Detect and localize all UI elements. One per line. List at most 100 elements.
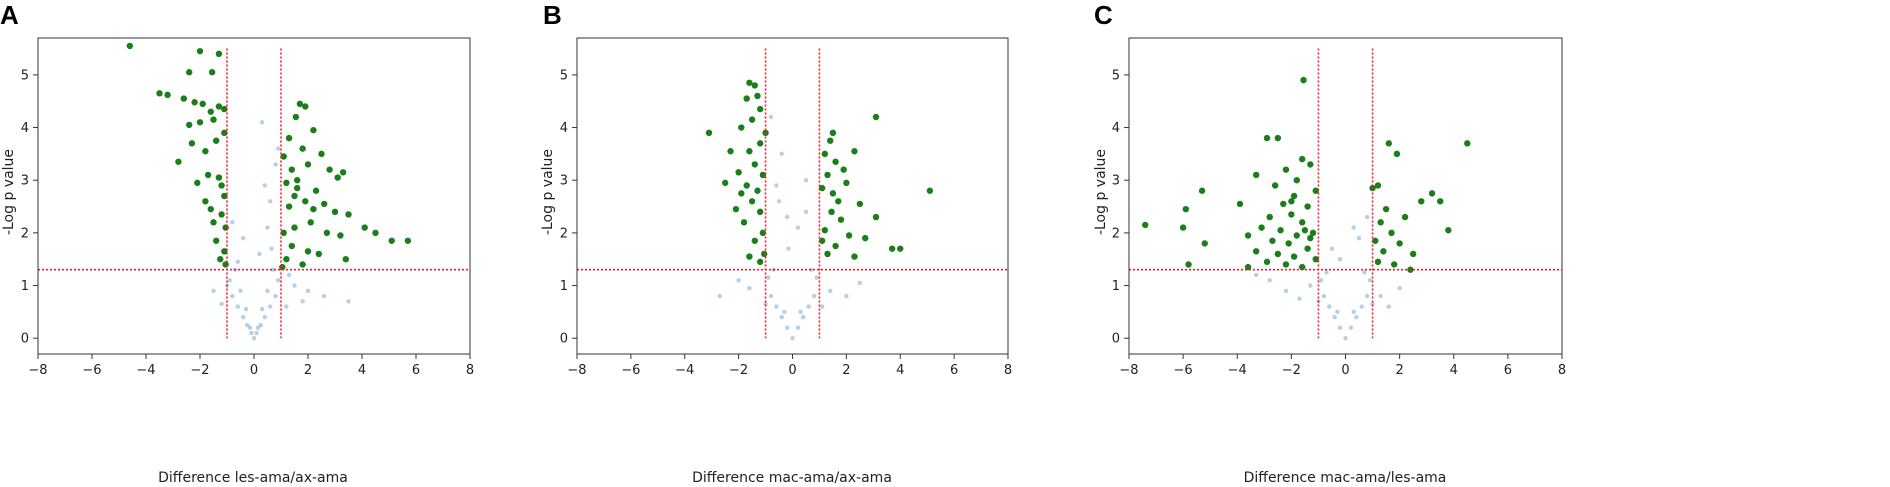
y-tick-label: 1: [21, 279, 29, 294]
data-point-significant: [202, 198, 209, 205]
x-tick-label: −8: [1119, 363, 1138, 378]
data-point-significant: [188, 140, 196, 147]
data-point-significant: [1258, 224, 1265, 231]
data-point-nonsignificant: [265, 225, 270, 230]
data-point-nonsignificant: [717, 293, 722, 299]
data-point-significant: [1299, 219, 1306, 226]
y-tick-label: 4: [1112, 121, 1120, 136]
data-point-significant: [1198, 187, 1206, 194]
data-point-significant: [1374, 258, 1382, 266]
data-point-nonsignificant: [811, 293, 817, 299]
data-point-significant: [175, 158, 182, 165]
data-point-nonsignificant: [774, 304, 779, 309]
data-point-significant: [832, 242, 839, 250]
data-point-nonsignificant: [284, 304, 289, 309]
data-point-nonsignificant: [254, 330, 259, 336]
x-tick-label: 6: [950, 363, 958, 378]
data-point-significant: [404, 237, 412, 244]
data-point-significant: [280, 229, 287, 237]
data-point-significant: [738, 190, 745, 197]
x-tick-label: −2: [729, 363, 748, 378]
data-point-nonsignificant: [259, 120, 265, 125]
data-point-nonsignificant: [1370, 301, 1375, 307]
data-point-nonsignificant: [784, 214, 790, 220]
data-point-significant: [1307, 161, 1314, 168]
x-tick-label: 4: [358, 363, 366, 378]
data-point-significant: [818, 237, 826, 244]
data-point-significant: [856, 200, 864, 208]
data-point-significant: [1437, 198, 1444, 205]
data-point-nonsignificant: [230, 220, 235, 225]
data-point-significant: [1266, 213, 1273, 221]
data-point-significant: [222, 261, 229, 268]
data-point-nonsignificant: [269, 246, 274, 251]
data-point-significant: [318, 150, 325, 158]
y-tick-label: 2: [21, 226, 29, 241]
data-point-significant: [302, 103, 309, 110]
data-point-significant: [221, 105, 228, 113]
data-point-significant: [221, 248, 228, 255]
data-point-nonsignificant: [809, 267, 814, 272]
data-point-nonsignificant: [1329, 246, 1335, 251]
data-point-nonsignificant: [1348, 325, 1354, 330]
data-point-significant: [288, 242, 295, 250]
data-point-significant: [361, 224, 368, 231]
data-point-significant: [339, 169, 347, 176]
data-point-significant: [207, 108, 214, 115]
data-point-significant: [292, 113, 300, 121]
data-point-nonsignificant: [782, 309, 787, 315]
data-point-significant: [299, 145, 306, 152]
data-point-nonsignificant: [219, 301, 224, 307]
x-tick-label: 2: [1395, 363, 1403, 378]
panel-letter: A: [0, 0, 19, 30]
data-point-significant: [751, 82, 758, 89]
data-point-nonsignificant: [1332, 314, 1337, 320]
data-point-nonsignificant: [262, 183, 267, 188]
data-point-significant: [345, 211, 352, 218]
data-point-nonsignificant: [262, 314, 267, 320]
data-point-significant: [1312, 256, 1319, 263]
data-point-significant: [1182, 205, 1190, 213]
data-point-significant: [756, 105, 764, 113]
data-point-nonsignificant: [276, 278, 281, 283]
data-point-nonsignificant: [1253, 272, 1259, 278]
data-point-nonsignificant: [245, 322, 250, 328]
data-point-significant: [1236, 200, 1244, 208]
plot-frame: [576, 37, 1009, 355]
data-point-nonsignificant: [300, 299, 305, 304]
data-point-significant: [743, 95, 750, 102]
data-point-significant: [828, 208, 835, 215]
data-point-nonsignificant: [1359, 304, 1364, 309]
data-point-nonsignificant: [270, 267, 276, 272]
data-point-significant: [310, 126, 317, 134]
data-point-nonsignificant: [1343, 336, 1348, 341]
x-tick-label: −4: [675, 363, 694, 378]
data-point-significant: [851, 148, 858, 155]
data-point-significant: [751, 237, 758, 244]
data-point-significant: [194, 179, 201, 187]
data-point-nonsignificant: [784, 325, 790, 330]
data-point-significant: [756, 208, 764, 215]
data-point-significant: [872, 213, 880, 221]
data-point-significant: [202, 148, 209, 155]
data-point-nonsignificant: [292, 283, 297, 288]
x-tick-label: 6: [1504, 363, 1512, 378]
data-point-significant: [1304, 245, 1311, 252]
data-point-significant: [302, 198, 309, 205]
data-point-significant: [315, 250, 322, 258]
x-tick-label: −6: [621, 363, 640, 378]
data-point-significant: [213, 237, 220, 244]
y-tick-label: 3: [1112, 174, 1120, 189]
data-point-nonsignificant: [1318, 278, 1324, 283]
data-point-significant: [337, 232, 344, 239]
data-point-significant: [1274, 250, 1282, 258]
plot-frame: [1128, 37, 1563, 355]
data-point-significant: [331, 208, 339, 215]
data-point-nonsignificant: [255, 325, 261, 330]
data-point-significant: [1369, 184, 1376, 192]
data-point-significant: [199, 100, 206, 108]
data-point-significant: [180, 95, 187, 102]
data-point-significant: [191, 99, 198, 106]
data-point-significant: [746, 79, 753, 86]
data-point-nonsignificant: [273, 293, 278, 299]
